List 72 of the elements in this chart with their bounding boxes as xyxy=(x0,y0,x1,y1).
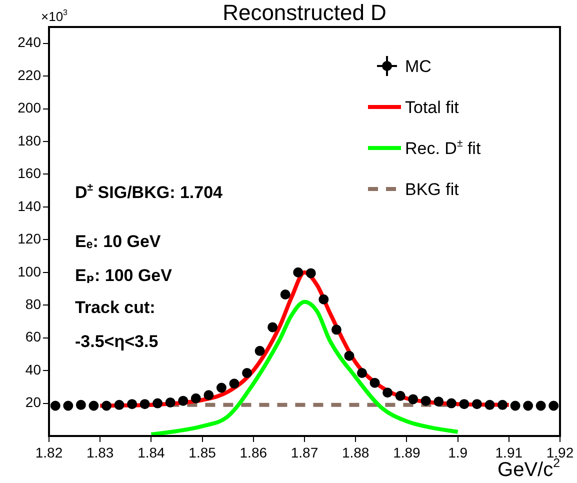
point xyxy=(523,400,534,411)
x-tick-label: 1.91 xyxy=(495,444,523,460)
point xyxy=(344,350,354,361)
x-tick-label: 1.85 xyxy=(188,444,216,460)
point xyxy=(331,324,342,335)
point xyxy=(318,294,329,304)
y-tick-label: 220 xyxy=(18,66,42,83)
y-tick-label: 20 xyxy=(25,394,42,410)
point xyxy=(63,400,74,411)
legend-label: Rec. D± fit xyxy=(405,137,481,158)
annotation: Eₑ: 10 GeV xyxy=(75,232,162,251)
point xyxy=(408,394,418,404)
x-tick-label: 1.88 xyxy=(342,444,370,460)
point xyxy=(101,400,112,411)
point xyxy=(459,399,470,410)
point xyxy=(382,388,393,398)
point xyxy=(76,400,86,410)
point xyxy=(293,267,304,278)
point xyxy=(50,400,60,411)
point xyxy=(114,400,124,410)
point xyxy=(420,396,431,406)
legend-label: MC xyxy=(405,57,432,76)
x-tick-label: 1.89 xyxy=(393,444,421,460)
point xyxy=(242,368,252,378)
point xyxy=(280,289,290,300)
point xyxy=(395,390,406,401)
y-tick-label: 80 xyxy=(25,296,42,312)
legend-label: BKG fit xyxy=(405,180,460,199)
x-tick-label: 1.83 xyxy=(86,444,114,460)
point xyxy=(88,400,99,411)
y-tick-label: 60 xyxy=(25,328,42,345)
legend-label: Total fit xyxy=(405,98,460,117)
point xyxy=(510,400,520,411)
annotation: Track cut: xyxy=(75,298,156,317)
point xyxy=(127,399,138,410)
point xyxy=(152,398,163,408)
x-tick-label: 1.86 xyxy=(240,444,268,460)
point xyxy=(446,398,456,408)
x-tick-label: 1.82 xyxy=(35,444,63,460)
x-tick-label: 1.87 xyxy=(290,444,318,460)
annotation: D± SIG/BKG: 1.704 xyxy=(75,181,224,202)
chart-title: Reconstructed D xyxy=(222,0,386,25)
point xyxy=(356,368,367,378)
point xyxy=(229,378,240,389)
point xyxy=(434,396,444,407)
y-tick-label: 120 xyxy=(18,230,42,247)
point xyxy=(254,346,265,356)
y-tick-label: 140 xyxy=(18,198,42,214)
y-tick-label: 200 xyxy=(18,100,42,116)
y-tick-label: 160 xyxy=(18,165,42,182)
point xyxy=(498,400,508,410)
y-tick-label: 40 xyxy=(25,361,42,378)
point xyxy=(216,382,226,393)
point xyxy=(472,399,482,410)
point xyxy=(178,396,188,406)
point xyxy=(268,322,278,332)
y-tick-label: 180 xyxy=(18,132,42,148)
point xyxy=(306,268,316,278)
point xyxy=(484,400,495,410)
point xyxy=(140,399,150,410)
point xyxy=(165,397,176,408)
y-tick-label: 100 xyxy=(18,263,42,280)
point xyxy=(204,390,214,400)
y-tick-label: 240 xyxy=(18,34,42,50)
x-tick-label: 1.9 xyxy=(448,444,468,460)
point xyxy=(536,400,546,411)
x-tick-label: 1.84 xyxy=(138,444,166,460)
annotation: -3.5<η<3.5 xyxy=(75,332,158,351)
point xyxy=(370,378,380,388)
point xyxy=(190,393,201,404)
annotation: Eₚ: 100 GeV xyxy=(75,266,173,285)
point xyxy=(548,400,559,411)
